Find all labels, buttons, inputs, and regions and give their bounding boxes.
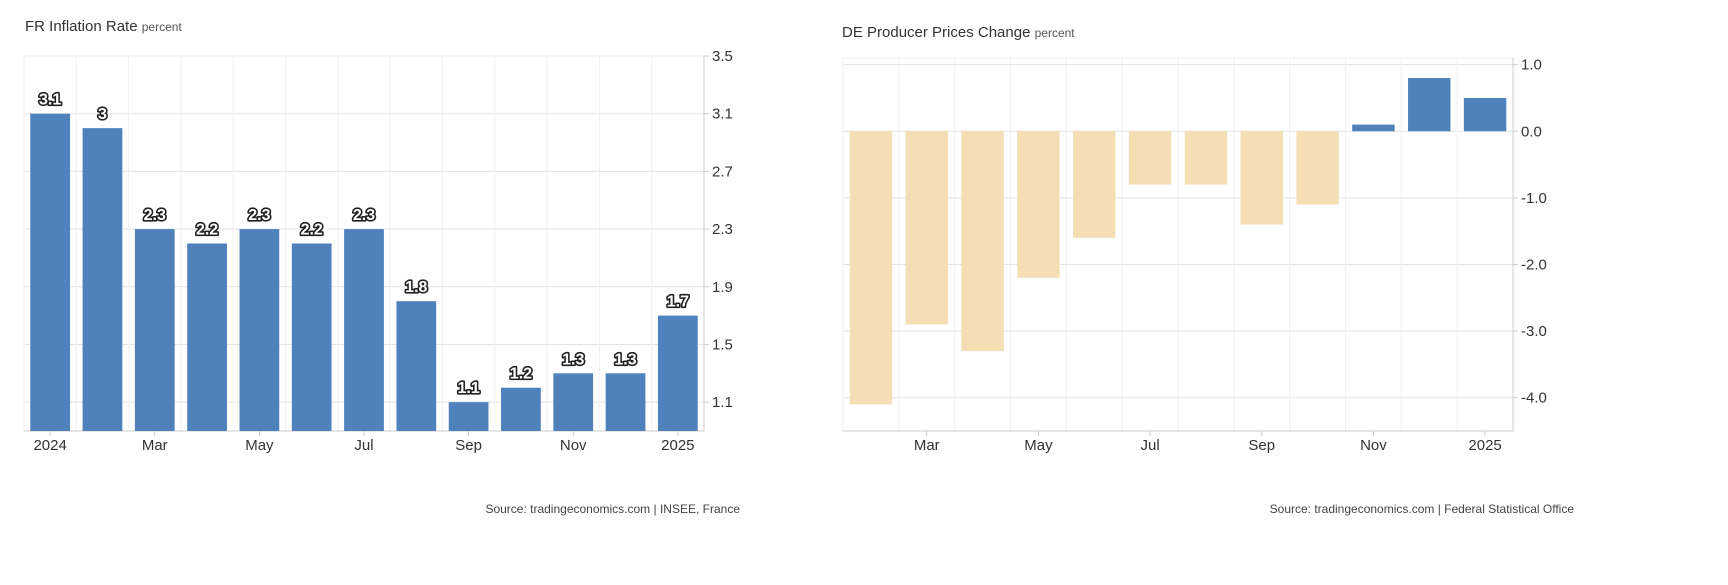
data-label: 3.1 [39,92,61,109]
y-tick-label: -2.0 [1521,256,1547,273]
data-label: 1.8 [405,279,427,296]
y-tick-labels: 1.0 0.0 -1.0 -2.0 -3.0 -4.0 [1513,57,1547,407]
bar [344,229,384,431]
bar [1352,124,1395,132]
y-tick-labels: 3.5 3.1 2.7 2.3 1.9 1.5 1.1 [704,48,733,411]
x-tick-label: Mar [914,437,940,454]
x-tick-label: Sep [455,437,482,454]
bar [187,243,227,431]
bar [849,131,893,405]
x-tick-label: Jul [1140,437,1159,454]
bar [1184,131,1228,185]
x-tick-label: Nov [1360,437,1387,454]
data-label: 1.2 [510,366,532,383]
bar [1463,97,1507,132]
data-label: 2.3 [353,207,375,224]
x-tick-labels: Mar May Jul Sep Nov 2025 [914,431,1502,454]
bar [134,229,175,431]
y-tick-label: 3.5 [712,48,733,65]
data-label: 1.3 [562,351,584,368]
bar [905,131,948,325]
y-tick-label: 0.0 [1521,123,1542,140]
bars [849,77,1507,405]
bar [1073,131,1116,238]
y-tick-label: 1.0 [1521,57,1542,74]
bar [1408,77,1451,132]
chart-title: DE Producer Prices Change percent [842,24,1075,41]
x-tick-label: 2025 [661,437,694,454]
data-labels: 3.1 3 2.3 2.2 2.3 2.2 2.3 1.8 1.1 1.2 1.3 1.3 1.7 [37,90,690,399]
gridlines [842,58,1514,431]
chart-panel-fr-inflation: FR Inflation Rate percent 3.5 3.1 2.7 2.3 1.… [23,18,740,516]
fr-inflation-chart: 3.5 3.1 2.7 2.3 1.9 1.5 1.1 3.1 3 2.3 2.2 2.3 2.2 2.3… [23,48,733,454]
data-label: 2.3 [248,207,270,224]
chart-source: Source: tradingeconomics.com | Federal S… [1269,502,1574,516]
x-tick-label: Mar [142,437,168,454]
bar [1017,131,1060,278]
x-tick-label: May [1024,437,1053,454]
y-tick-label: 3.1 [712,106,733,123]
bar [501,387,541,431]
data-label: 2.3 [144,207,166,224]
chart-panel-de-producer-prices: DE Producer Prices Change percent 1.0 0.0… [842,0,1728,585]
y-tick-label: 2.7 [712,163,733,180]
bar [82,128,123,431]
bar [553,373,594,431]
x-tick-label: Jul [354,437,373,454]
y-tick-label: 1.1 [712,394,733,411]
x-tick-label: May [245,437,274,454]
bar [448,402,489,431]
bar [396,301,437,431]
y-tick-label: -1.0 [1521,190,1547,207]
y-tick-label: 2.3 [712,221,733,238]
bar [961,131,1004,352]
data-label: 1.1 [457,380,479,397]
bar [605,373,646,431]
bar [291,243,332,431]
x-tick-labels: 2024 Mar May Jul Sep Nov 2025 [33,431,695,454]
bar [1240,131,1283,225]
x-tick-label: 2024 [33,437,66,454]
x-tick-label: Nov [560,437,587,454]
y-tick-label: -3.0 [1521,323,1547,340]
data-label: 1.7 [667,294,689,311]
chart-title: FR Inflation Rate percent [25,18,182,35]
bar [1296,131,1339,205]
y-tick-label: -4.0 [1521,390,1547,407]
data-label: 2.2 [301,222,323,239]
chart-title-text: DE Producer Prices Change [842,24,1031,41]
x-tick-label: Sep [1248,437,1275,454]
chart-title-text: FR Inflation Rate [25,18,138,35]
data-label: 3 [98,106,107,123]
bar [1128,131,1172,185]
bar [657,315,698,431]
bars [30,113,698,431]
chart-unit: percent [141,20,182,34]
y-tick-label: 1.5 [712,336,733,353]
bar [239,229,280,431]
de-producer-prices-chart: 1.0 0.0 -1.0 -2.0 -3.0 -4.0 Mar May Jul Sep Nov 202… [842,57,1547,454]
data-label: 2.2 [196,222,218,239]
chart-source: Source: tradingeconomics.com | INSEE, Fr… [485,502,740,516]
y-tick-label: 1.9 [712,279,733,296]
bar [30,113,71,431]
x-tick-label: 2025 [1468,437,1501,454]
chart-unit: percent [1034,26,1075,40]
data-label: 1.3 [614,351,636,368]
